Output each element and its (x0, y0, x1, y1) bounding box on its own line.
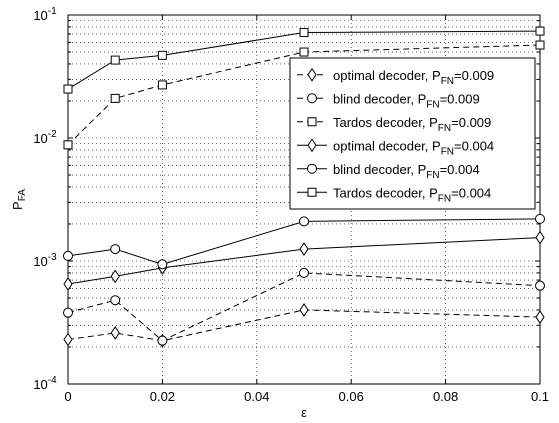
data-point-circle (535, 280, 545, 291)
legend-label: blind decoder, PFN=0.009 (333, 91, 480, 110)
legend-entry: blind decoder, PFN=0.009 (297, 91, 480, 110)
series-2 (63, 267, 545, 346)
y-axis-label-sub: FA (17, 189, 28, 202)
axis-labels: ε PFA (10, 189, 307, 420)
plot-frame (67, 14, 541, 385)
y-tick-label: 10-4 (33, 375, 57, 392)
legend-entry: optimal decoder, PFN=0.004 (297, 138, 494, 157)
series-3 (63, 40, 545, 150)
series-6 (63, 26, 545, 94)
legend-label: blind decoder, PFN=0.004 (333, 162, 480, 181)
data-point-circle (299, 267, 309, 278)
data-point-diamond (110, 269, 120, 284)
legend-label: optimal decoder, PFN=0.009 (333, 68, 494, 87)
data-point-square (63, 140, 73, 150)
data-point-circle (63, 307, 73, 318)
series-group (63, 26, 545, 348)
y-tick-label: 10-2 (33, 129, 57, 146)
x-axis-label: ε (301, 405, 307, 420)
data-point-square (299, 28, 309, 38)
legend-marker-diamond (307, 138, 317, 153)
data-point-circle (63, 250, 73, 261)
legend-label: Tardos decoder, PFN=0.009 (333, 115, 491, 134)
data-point-square (63, 84, 73, 94)
tick-labels: 0 0.02 0.04 0.06 0.08 0.1 10-4 10-3 10-2 10-1 (33, 6, 549, 404)
legend-marker-diamond (307, 67, 317, 82)
data-point-square (535, 40, 545, 50)
x-tick-label: 0.1 (531, 389, 549, 404)
legend-marker-square (307, 187, 317, 197)
data-point-square (157, 50, 167, 60)
series-5 (63, 213, 545, 270)
data-point-diamond (299, 242, 309, 256)
data-point-diamond (299, 303, 309, 317)
legend-label: optimal decoder, PFN=0.004 (333, 138, 494, 157)
data-point-diamond (63, 332, 73, 347)
legend-box (289, 57, 536, 210)
data-point-diamond (110, 326, 120, 340)
legend-label: Tardos decoder, PFN=0.004 (333, 185, 491, 204)
data-point-diamond (63, 277, 73, 291)
data-point-square (110, 55, 120, 65)
legend-marker-square (307, 117, 317, 127)
data-point-circle (110, 295, 121, 306)
legend-entry: optimal decoder, PFN=0.009 (297, 68, 494, 87)
data-point-diamond (535, 230, 545, 245)
data-point-square (157, 80, 167, 90)
data-point-diamond (535, 310, 545, 324)
legend-entry: Tardos decoder, PFN=0.004 (297, 185, 491, 204)
legend-marker-circle (307, 93, 317, 104)
legend-marker-circle (307, 163, 317, 174)
y-tick-label: 10-1 (33, 6, 57, 23)
x-tick-label: 0.02 (150, 389, 175, 404)
data-point-square (110, 93, 120, 103)
legend-entry: Tardos decoder, PFN=0.009 (297, 115, 491, 134)
y-tick-label: 10-3 (33, 252, 57, 269)
x-tick-label: 0.04 (244, 389, 269, 404)
x-tick-label: 0.06 (339, 389, 364, 404)
data-point-circle (110, 244, 121, 255)
data-point-circle (299, 216, 309, 227)
y-axis-label-main: P (10, 201, 25, 210)
data-point-square (299, 47, 309, 57)
x-tick-label: 0 (64, 389, 71, 404)
y-axis-label: PFA (10, 189, 28, 210)
data-point-circle (157, 335, 168, 346)
data-point-square (535, 26, 545, 36)
data-point-circle (535, 213, 545, 224)
legend-entry: blind decoder, PFN=0.004 (297, 162, 480, 181)
data-point-circle (157, 259, 168, 270)
x-tick-label: 0.08 (433, 389, 458, 404)
legend: optimal decoder, PFN=0.009 blind decoder,… (289, 57, 536, 210)
